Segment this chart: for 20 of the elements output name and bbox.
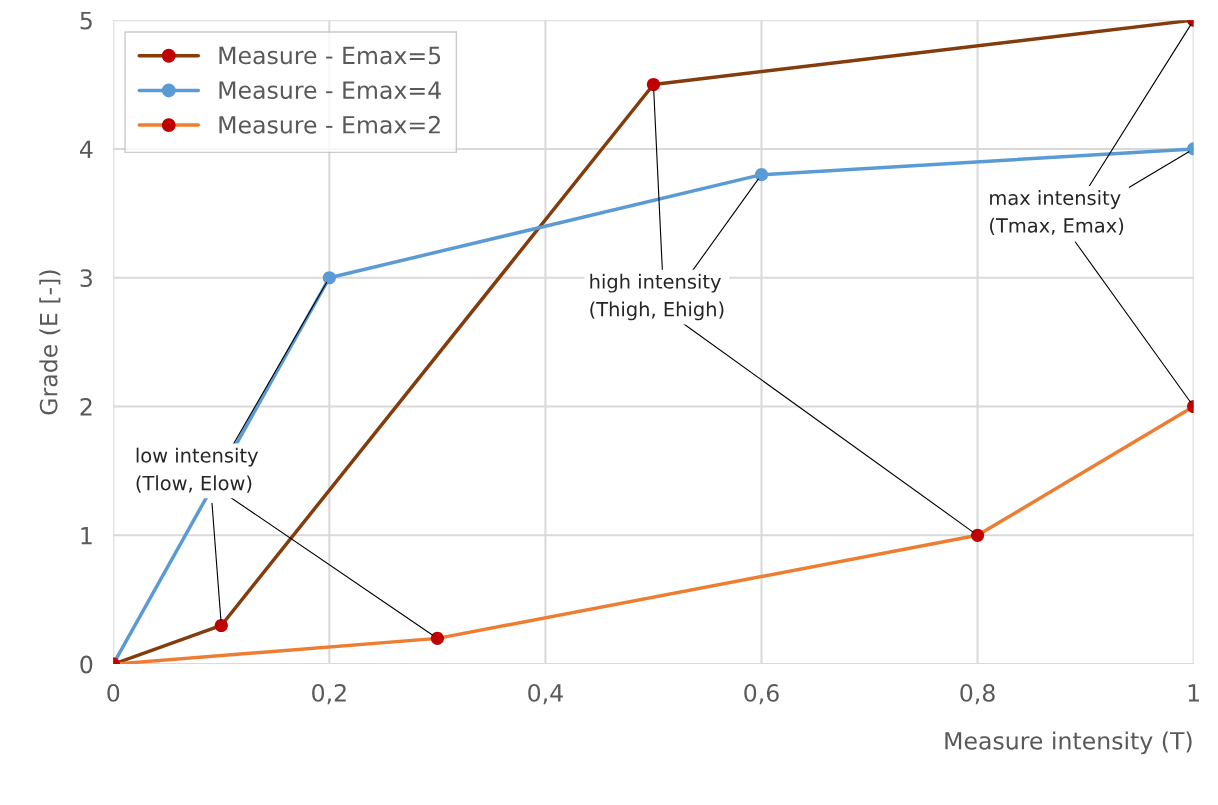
x-tick-label: 0 [107,683,120,702]
legend-label: Measure - Emax=2 [219,115,440,134]
legend-label: Measure - Emax=5 [219,46,441,65]
y-tick-label: 2 [80,397,92,416]
y-tick-label: 4 [79,140,93,158]
annotation: low intensity (Tlow, Elow) [136,447,258,493]
y-tick-label: 3 [80,269,92,288]
x-tick-label: 0,8 [960,683,995,705]
x-tick-label: 1 [1188,684,1199,702]
x-axis-title: Measure intensity (T) [945,731,1192,755]
x-tick-label: 0,4 [528,683,563,705]
y-tick-label: 5 [80,11,92,30]
legend-label: Measure - Emax=4 [219,81,441,100]
y-tick-label: 0 [80,655,93,674]
x-tick-label: 0,2 [312,683,346,705]
y-axis-title: Grade (E [-]) [39,270,61,415]
annotation: max intensity (Tmax, Emax) [990,190,1124,236]
annotation: high intensity (Thigh, Ehigh) [590,273,724,321]
y-tick-label: 1 [81,527,92,545]
x-tick-label: 0,6 [744,683,779,705]
